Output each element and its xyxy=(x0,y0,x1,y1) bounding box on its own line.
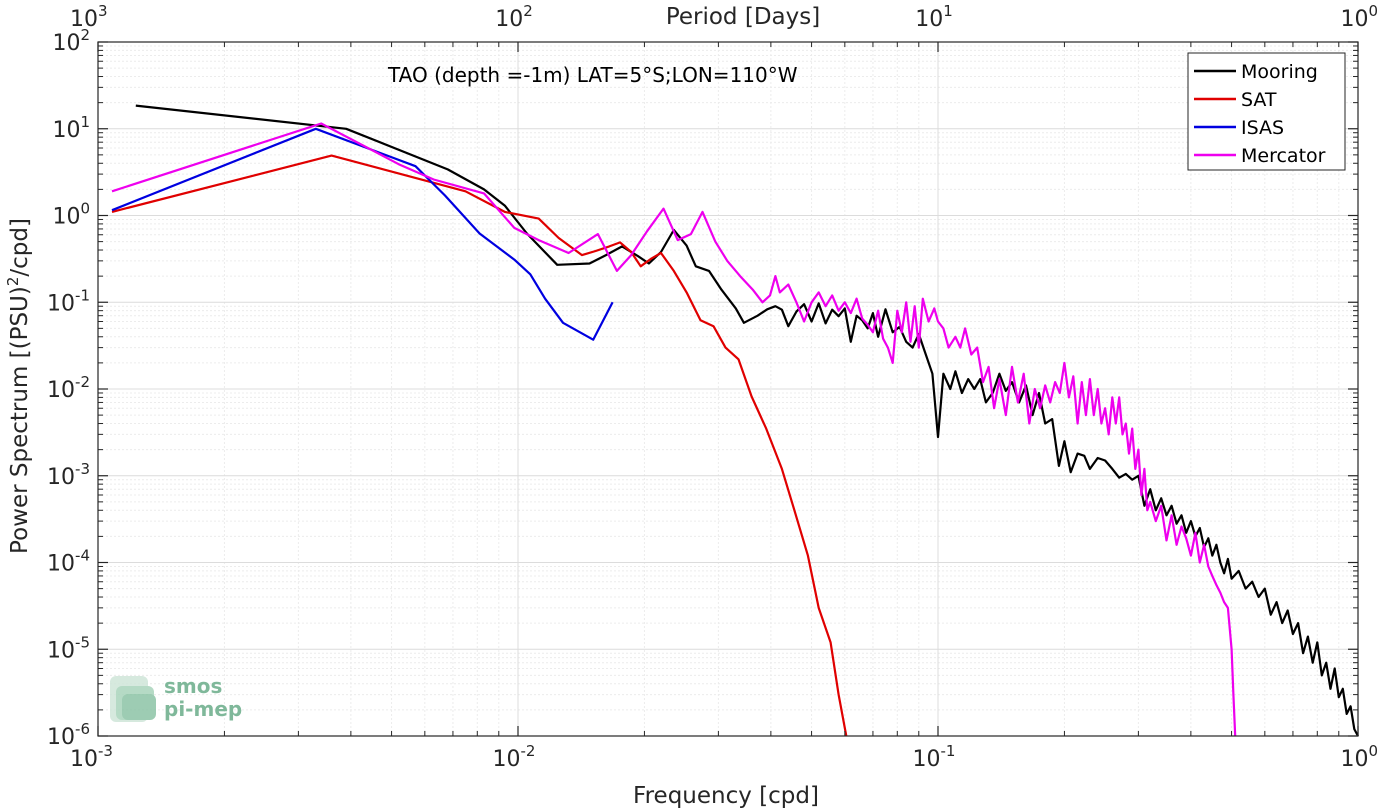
x-tick-labels: 10-3 10-2 10-1 100 xyxy=(70,742,1377,772)
y-tick-label: 101 xyxy=(52,113,90,143)
top-tick-label-exp: 0 xyxy=(1368,2,1377,20)
top-tick-label-base: 10 xyxy=(1340,7,1368,32)
series-line-mercator xyxy=(111,122,1237,737)
y-tick-label-exp: -5 xyxy=(75,633,90,651)
legend-label-isas: ISAS xyxy=(1241,117,1284,139)
top-tick-label-base: 10 xyxy=(495,7,523,32)
x-tick-label: 10-2 xyxy=(493,742,536,772)
y-tick-label: 10-4 xyxy=(47,547,90,577)
y-tick-label-exp: 0 xyxy=(80,200,90,218)
y-tick-label-base: 10 xyxy=(47,725,75,750)
y-tick-label-base: 10 xyxy=(52,118,80,143)
logo-text-smos: smos xyxy=(164,674,222,698)
y-tick-label-exp: -4 xyxy=(75,547,90,565)
y-tick-label-base: 10 xyxy=(47,638,75,663)
y-axis-label-tail: /cpd] xyxy=(7,218,33,277)
logo-text-pi-mep: pi-mep xyxy=(164,697,242,721)
x-tick-label-base: 10 xyxy=(913,747,941,772)
x-tick-label: 10-3 xyxy=(70,742,113,772)
y-tick-label-base: 10 xyxy=(47,465,75,490)
top-tick-labels: 103 102 101 100 xyxy=(70,2,1377,32)
x-tick-label-base: 10 xyxy=(70,747,98,772)
legend: Mooring SAT ISAS Mercator xyxy=(1187,52,1346,171)
x-tick-label: 100 xyxy=(1340,742,1377,772)
grid xyxy=(97,41,1359,737)
top-tick-label: 101 xyxy=(915,2,953,32)
logo-mark xyxy=(110,676,156,722)
top-axis-label: Period [Days] xyxy=(666,4,820,30)
y-tick-label: 10-5 xyxy=(47,633,90,663)
legend-box xyxy=(1187,52,1346,171)
y-tick-label-base: 10 xyxy=(52,31,80,56)
y-axis-label-sup: 2 xyxy=(4,277,22,287)
top-tick-label: 100 xyxy=(1340,2,1377,32)
x-tick-label: 10-1 xyxy=(913,742,956,772)
x-tick-label-exp: -2 xyxy=(521,742,536,760)
y-tick-label-exp: -6 xyxy=(75,720,90,738)
top-tick-label-base: 10 xyxy=(70,7,98,32)
y-tick-label-exp: -3 xyxy=(75,460,90,478)
legend-label-sat: SAT xyxy=(1241,89,1277,111)
y-axis-label: Power Spectrum [(PSU)2/cpd] xyxy=(4,218,33,554)
x-tick-label-exp: -3 xyxy=(98,742,113,760)
smos-pi-mep-logo: smos pi-mep xyxy=(110,674,242,722)
y-tick-label-base: 10 xyxy=(47,291,75,316)
y-tick-label: 100 xyxy=(52,200,90,230)
y-tick-label-base: 10 xyxy=(47,552,75,577)
y-tick-label: 102 xyxy=(52,26,90,56)
y-tick-label-exp: -1 xyxy=(75,286,90,304)
y-tick-label-exp: -2 xyxy=(75,373,90,391)
series-line-mooring xyxy=(135,104,1359,737)
chart-annotation: TAO (depth =-1m) LAT=5°S;LON=110°W xyxy=(387,63,798,87)
y-tick-label: 10-6 xyxy=(47,720,90,750)
y-tick-label: 10-3 xyxy=(47,460,90,490)
top-tick-label: 102 xyxy=(495,2,533,32)
series-layer xyxy=(111,104,1359,737)
x-axis-label: Frequency [cpd] xyxy=(633,783,819,809)
y-axis-label-main: Power Spectrum [(PSU) xyxy=(7,286,33,554)
series-line-isas xyxy=(111,127,614,341)
x-tick-label-base: 10 xyxy=(493,747,521,772)
top-tick-label-exp: 1 xyxy=(943,2,953,20)
top-tick-label-exp: 3 xyxy=(98,2,108,20)
y-tick-label-base: 10 xyxy=(52,205,80,230)
y-tick-label-base: 10 xyxy=(47,378,75,403)
top-tick-label: 103 xyxy=(70,2,108,32)
tick-marks xyxy=(97,41,1359,737)
x-tick-label-exp: -1 xyxy=(941,742,956,760)
y-tick-label: 10-1 xyxy=(47,286,90,316)
top-tick-label-exp: 2 xyxy=(523,2,533,20)
x-tick-label-base: 10 xyxy=(1340,747,1368,772)
y-tick-label-exp: 1 xyxy=(80,113,90,131)
legend-label-mooring: Mooring xyxy=(1241,61,1318,83)
legend-label-mercator: Mercator xyxy=(1241,145,1326,167)
x-tick-label-exp: 0 xyxy=(1368,742,1377,760)
y-tick-label: 10-2 xyxy=(47,373,90,403)
series-line-sat xyxy=(111,154,848,737)
y-tick-label-exp: 2 xyxy=(80,26,90,44)
top-tick-label-base: 10 xyxy=(915,7,943,32)
